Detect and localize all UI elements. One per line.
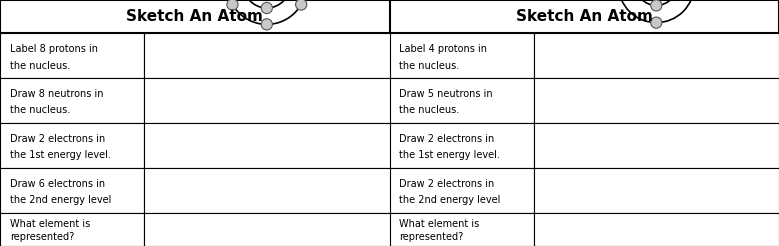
Text: What element is: What element is bbox=[399, 219, 480, 230]
Text: Sketch An Atom: Sketch An Atom bbox=[126, 9, 263, 24]
Bar bbox=[390, 78, 534, 123]
Bar bbox=[534, 123, 779, 168]
Ellipse shape bbox=[650, 0, 662, 11]
Text: Draw 5 neutrons in: Draw 5 neutrons in bbox=[399, 89, 493, 99]
Text: represented?: represented? bbox=[9, 232, 74, 242]
Text: the nucleus.: the nucleus. bbox=[9, 61, 70, 71]
Bar bbox=[0, 168, 144, 213]
Bar bbox=[390, 213, 534, 246]
Bar bbox=[390, 33, 534, 78]
Text: Draw 2 electrons in: Draw 2 electrons in bbox=[399, 179, 495, 189]
Text: the nucleus.: the nucleus. bbox=[399, 61, 460, 71]
Text: the nucleus.: the nucleus. bbox=[399, 106, 460, 115]
Ellipse shape bbox=[261, 2, 273, 14]
Text: the nucleus.: the nucleus. bbox=[9, 106, 70, 115]
Bar bbox=[534, 213, 779, 246]
Bar bbox=[534, 78, 779, 123]
Bar bbox=[144, 78, 390, 123]
Text: the 1st energy level.: the 1st energy level. bbox=[399, 150, 500, 160]
Text: Draw 2 electrons in: Draw 2 electrons in bbox=[9, 134, 105, 144]
Text: Label 8 protons in: Label 8 protons in bbox=[9, 44, 97, 54]
Bar bbox=[390, 123, 534, 168]
Text: Draw 2 electrons in: Draw 2 electrons in bbox=[399, 134, 495, 144]
Text: Draw 8 neutrons in: Draw 8 neutrons in bbox=[9, 89, 104, 99]
Ellipse shape bbox=[261, 19, 273, 30]
Bar bbox=[534, 33, 779, 78]
Text: represented?: represented? bbox=[399, 232, 464, 242]
Bar bbox=[0, 78, 144, 123]
Bar bbox=[0, 33, 144, 78]
Text: the 2nd energy level: the 2nd energy level bbox=[9, 195, 111, 205]
Ellipse shape bbox=[295, 0, 307, 10]
Text: What element is: What element is bbox=[9, 219, 90, 230]
Text: Label 4 protons in: Label 4 protons in bbox=[399, 44, 487, 54]
Bar bbox=[390, 168, 534, 213]
Text: Draw 6 electrons in: Draw 6 electrons in bbox=[9, 179, 105, 189]
Ellipse shape bbox=[650, 17, 662, 28]
Bar bbox=[144, 213, 390, 246]
Bar bbox=[534, 168, 779, 213]
Text: Sketch An Atom: Sketch An Atom bbox=[516, 9, 653, 24]
Bar bbox=[390, 0, 779, 33]
Bar bbox=[0, 0, 390, 33]
Bar bbox=[0, 213, 144, 246]
Text: the 2nd energy level: the 2nd energy level bbox=[399, 195, 501, 205]
Bar bbox=[144, 168, 390, 213]
Ellipse shape bbox=[227, 0, 238, 10]
Bar bbox=[144, 123, 390, 168]
Text: the 1st energy level.: the 1st energy level. bbox=[9, 150, 111, 160]
Bar bbox=[144, 33, 390, 78]
Bar bbox=[0, 123, 144, 168]
